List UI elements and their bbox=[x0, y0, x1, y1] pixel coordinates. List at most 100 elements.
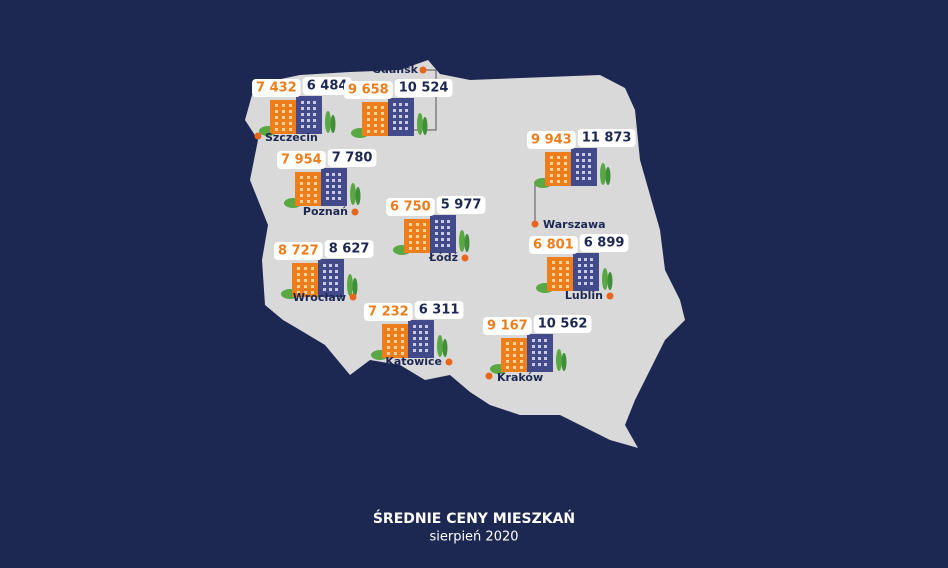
tree bbox=[556, 349, 562, 371]
window bbox=[282, 128, 285, 131]
window bbox=[425, 349, 428, 352]
window bbox=[409, 241, 412, 244]
city-name: Kraków bbox=[497, 371, 543, 384]
window bbox=[394, 328, 397, 331]
price-label: 8 727 bbox=[278, 244, 319, 259]
window bbox=[544, 357, 547, 360]
window bbox=[576, 165, 579, 168]
price-label: 6 750 bbox=[390, 200, 431, 215]
window bbox=[559, 267, 562, 270]
tree bbox=[355, 187, 361, 205]
building-group bbox=[371, 320, 448, 360]
window bbox=[520, 366, 523, 369]
window bbox=[329, 288, 332, 291]
price-label-bg bbox=[529, 236, 578, 254]
price-label-bg bbox=[302, 77, 352, 95]
city-dot bbox=[351, 208, 359, 216]
window bbox=[282, 116, 285, 119]
window bbox=[399, 127, 402, 130]
window bbox=[393, 121, 396, 124]
window bbox=[552, 261, 555, 264]
window bbox=[544, 351, 547, 354]
window bbox=[381, 124, 384, 127]
city-dot bbox=[606, 292, 614, 300]
window bbox=[419, 337, 422, 340]
window bbox=[416, 235, 419, 238]
window bbox=[413, 325, 416, 328]
tree bbox=[350, 183, 356, 205]
window bbox=[304, 279, 307, 282]
window bbox=[447, 220, 450, 223]
window bbox=[323, 282, 326, 285]
price-label: 6 801 bbox=[533, 238, 574, 253]
price-label: 9 167 bbox=[487, 319, 528, 334]
tree bbox=[600, 163, 606, 185]
window bbox=[405, 109, 408, 112]
window bbox=[409, 229, 412, 232]
window bbox=[326, 185, 329, 188]
price-label-bg bbox=[364, 303, 413, 321]
window bbox=[367, 124, 370, 127]
window bbox=[520, 360, 523, 363]
window bbox=[289, 104, 292, 107]
window bbox=[544, 345, 547, 348]
window bbox=[576, 171, 579, 174]
window bbox=[401, 334, 404, 337]
window bbox=[338, 185, 341, 188]
window bbox=[381, 106, 384, 109]
window bbox=[588, 153, 591, 156]
window bbox=[559, 261, 562, 264]
window bbox=[405, 127, 408, 130]
window bbox=[300, 200, 303, 203]
price-label-bg bbox=[394, 79, 453, 97]
window bbox=[314, 200, 317, 203]
city-name: Warszawa bbox=[543, 218, 606, 231]
window bbox=[419, 349, 422, 352]
window bbox=[578, 258, 581, 261]
window bbox=[367, 118, 370, 121]
window bbox=[289, 122, 292, 125]
window bbox=[550, 156, 553, 159]
window bbox=[506, 342, 509, 345]
building-group bbox=[534, 148, 611, 188]
window bbox=[332, 173, 335, 176]
window bbox=[399, 103, 402, 106]
window bbox=[401, 346, 404, 349]
tree bbox=[442, 339, 448, 357]
window bbox=[538, 363, 541, 366]
window bbox=[313, 107, 316, 110]
window bbox=[557, 156, 560, 159]
window bbox=[300, 194, 303, 197]
window bbox=[275, 122, 278, 125]
window bbox=[381, 118, 384, 121]
window bbox=[584, 270, 587, 273]
price-label-bg bbox=[274, 242, 323, 260]
window bbox=[297, 279, 300, 282]
tree bbox=[347, 274, 353, 296]
price-label-bg bbox=[324, 240, 374, 258]
window bbox=[557, 168, 560, 171]
window bbox=[423, 223, 426, 226]
window bbox=[314, 188, 317, 191]
city-dot bbox=[445, 358, 453, 366]
window bbox=[566, 273, 569, 276]
window bbox=[513, 360, 516, 363]
window bbox=[413, 337, 416, 340]
window bbox=[584, 264, 587, 267]
window bbox=[578, 282, 581, 285]
window bbox=[313, 125, 316, 128]
price-label: 6 899 bbox=[584, 236, 625, 251]
window bbox=[590, 282, 593, 285]
window bbox=[307, 119, 310, 122]
window bbox=[435, 220, 438, 223]
city-name: Szczecin bbox=[265, 131, 318, 144]
window bbox=[335, 264, 338, 267]
window bbox=[538, 339, 541, 342]
window bbox=[566, 267, 569, 270]
tree bbox=[605, 167, 611, 185]
window bbox=[307, 113, 310, 116]
window bbox=[513, 354, 516, 357]
city-name: Poznań bbox=[303, 205, 348, 218]
window bbox=[314, 176, 317, 179]
window bbox=[435, 232, 438, 235]
